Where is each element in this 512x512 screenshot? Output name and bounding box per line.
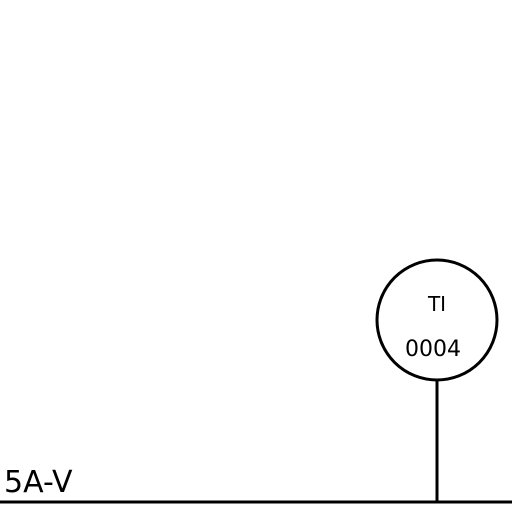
instrument-tag-letters: TI xyxy=(427,292,446,316)
instrument-tag-number: 0004 xyxy=(405,337,461,362)
instrument-circle xyxy=(375,258,499,382)
line-label: 5A-V xyxy=(4,465,73,500)
instrument-bubble-ti-0004[interactable]: TI 0004 xyxy=(375,258,499,382)
